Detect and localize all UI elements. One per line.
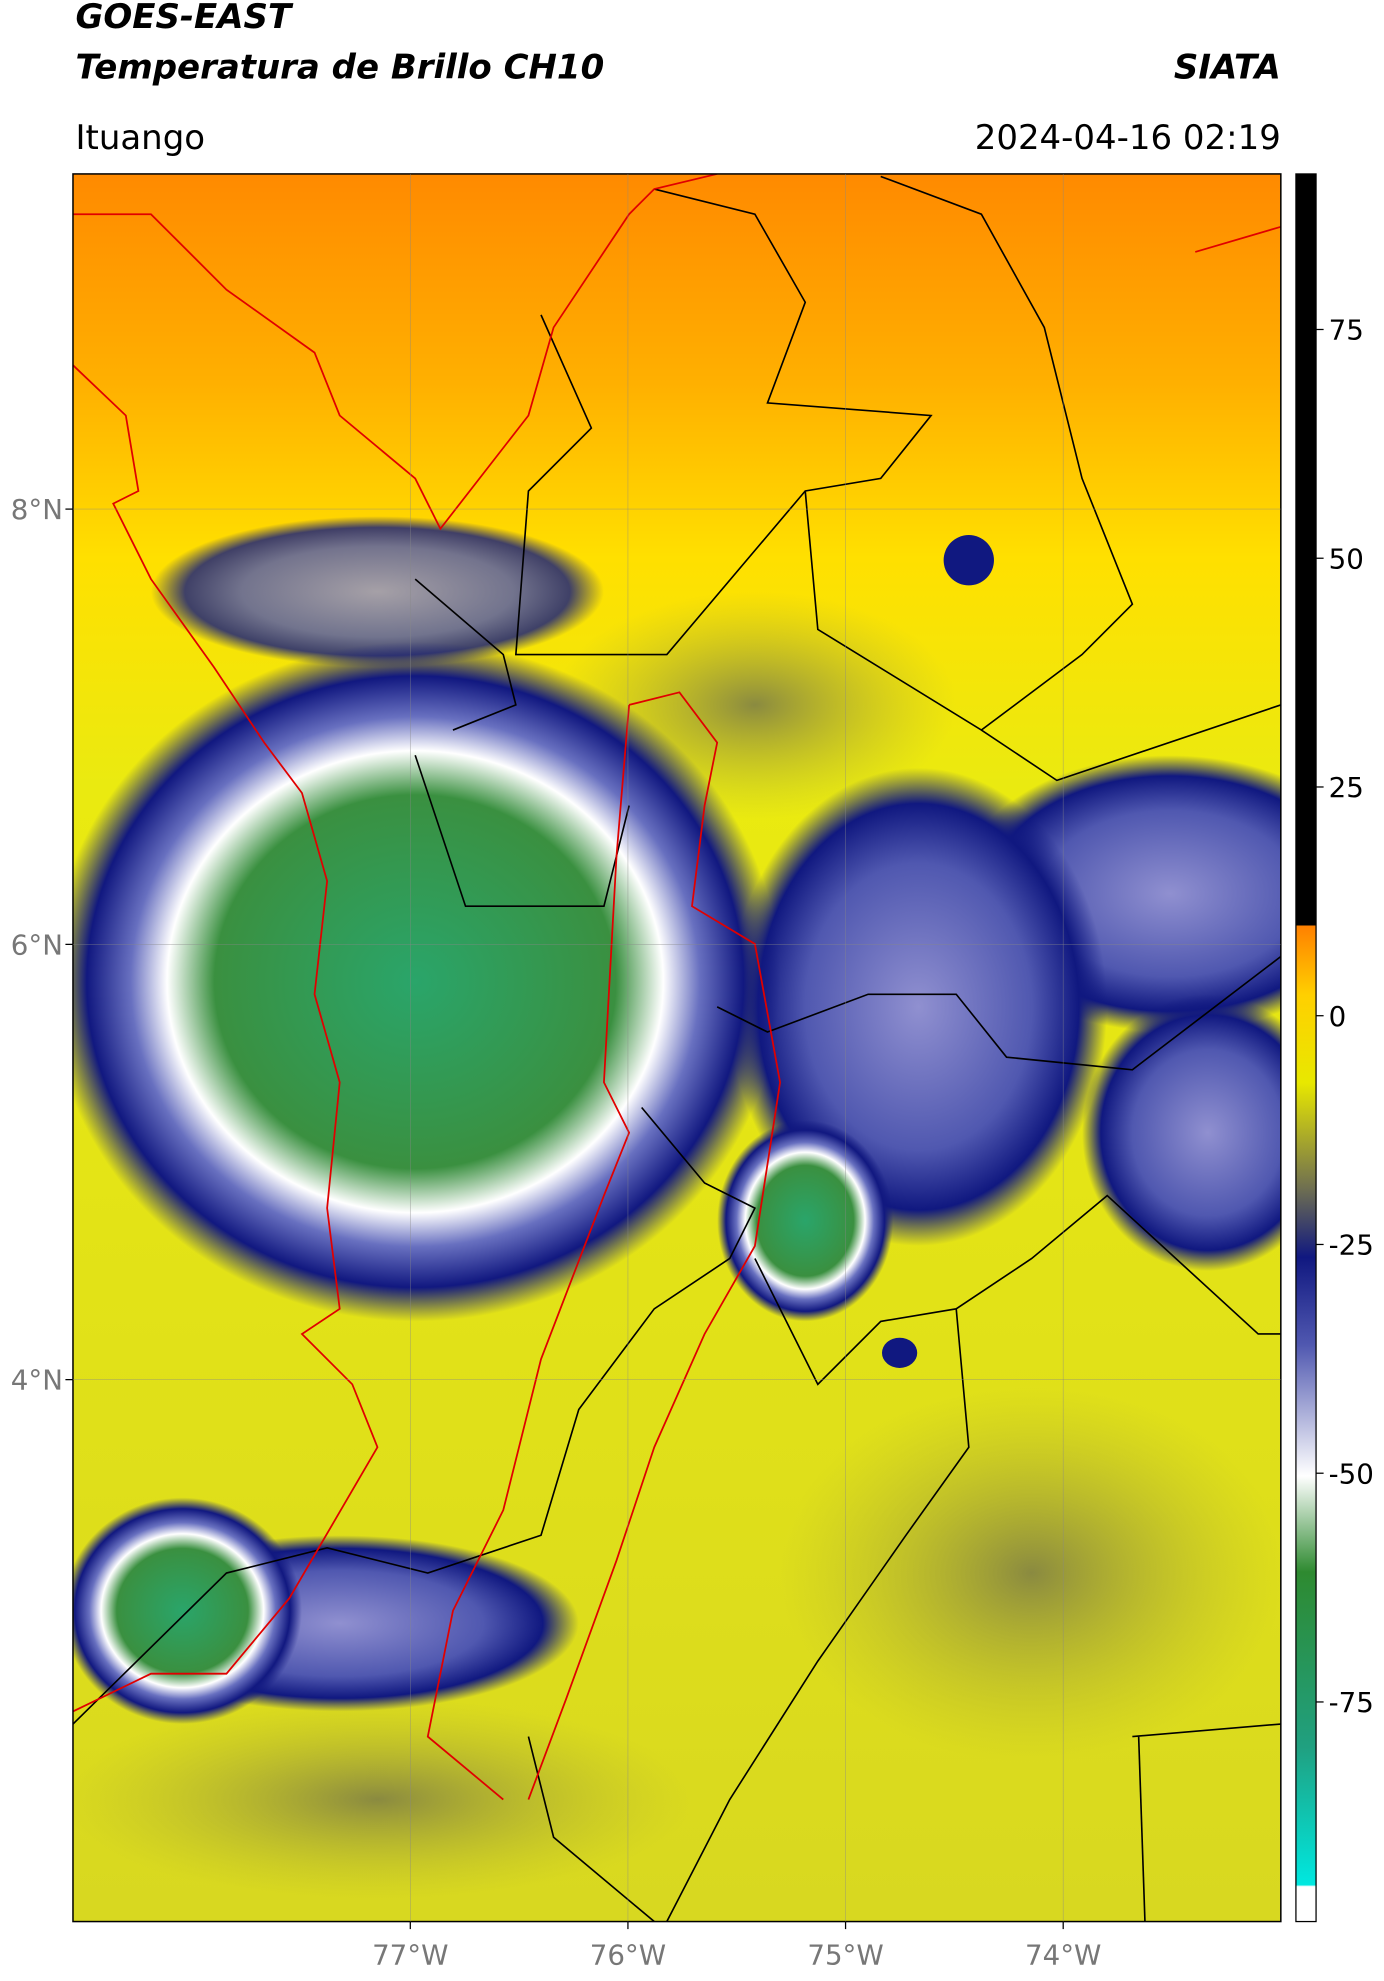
lon-label: 77°W [372, 1938, 448, 1971]
colorbar-label: 0 [1329, 1000, 1347, 1033]
satellite-image [72, 173, 1281, 1922]
colorbar-label: 75 [1329, 314, 1364, 347]
lat-label: 8°N [11, 493, 63, 526]
lon-label: 74°W [1025, 1938, 1101, 1971]
colorbar [1295, 173, 1317, 1923]
colorbar-label: -75 [1329, 1686, 1374, 1719]
colorbar-label: 50 [1329, 542, 1364, 575]
colorbar-label: 25 [1329, 771, 1364, 804]
map-frame [72, 173, 1282, 1923]
colorbar-label: -50 [1329, 1457, 1374, 1490]
lon-label: 76°W [590, 1938, 666, 1971]
title: GOES-EAST [75, 0, 293, 37]
lat-label: 6°N [11, 928, 63, 961]
lon-label: 75°W [807, 1938, 883, 1971]
colorbar-ticks: -75 -50 -25 0 25 50 75 [1316, 314, 1374, 1719]
location: Ituango [75, 118, 205, 158]
source: SIATA [1174, 47, 1281, 87]
datetime: 2024-04-16 02:19 [975, 118, 1281, 158]
graticule: 8°N 6°N 4°N 77°W 76°W 75°W 74°W [11, 173, 1281, 1971]
lat-label: 4°N [11, 1364, 63, 1397]
colorbar-label: -25 [1329, 1229, 1374, 1262]
subtitle: Temperatura de Brillo CH10 [75, 47, 604, 87]
